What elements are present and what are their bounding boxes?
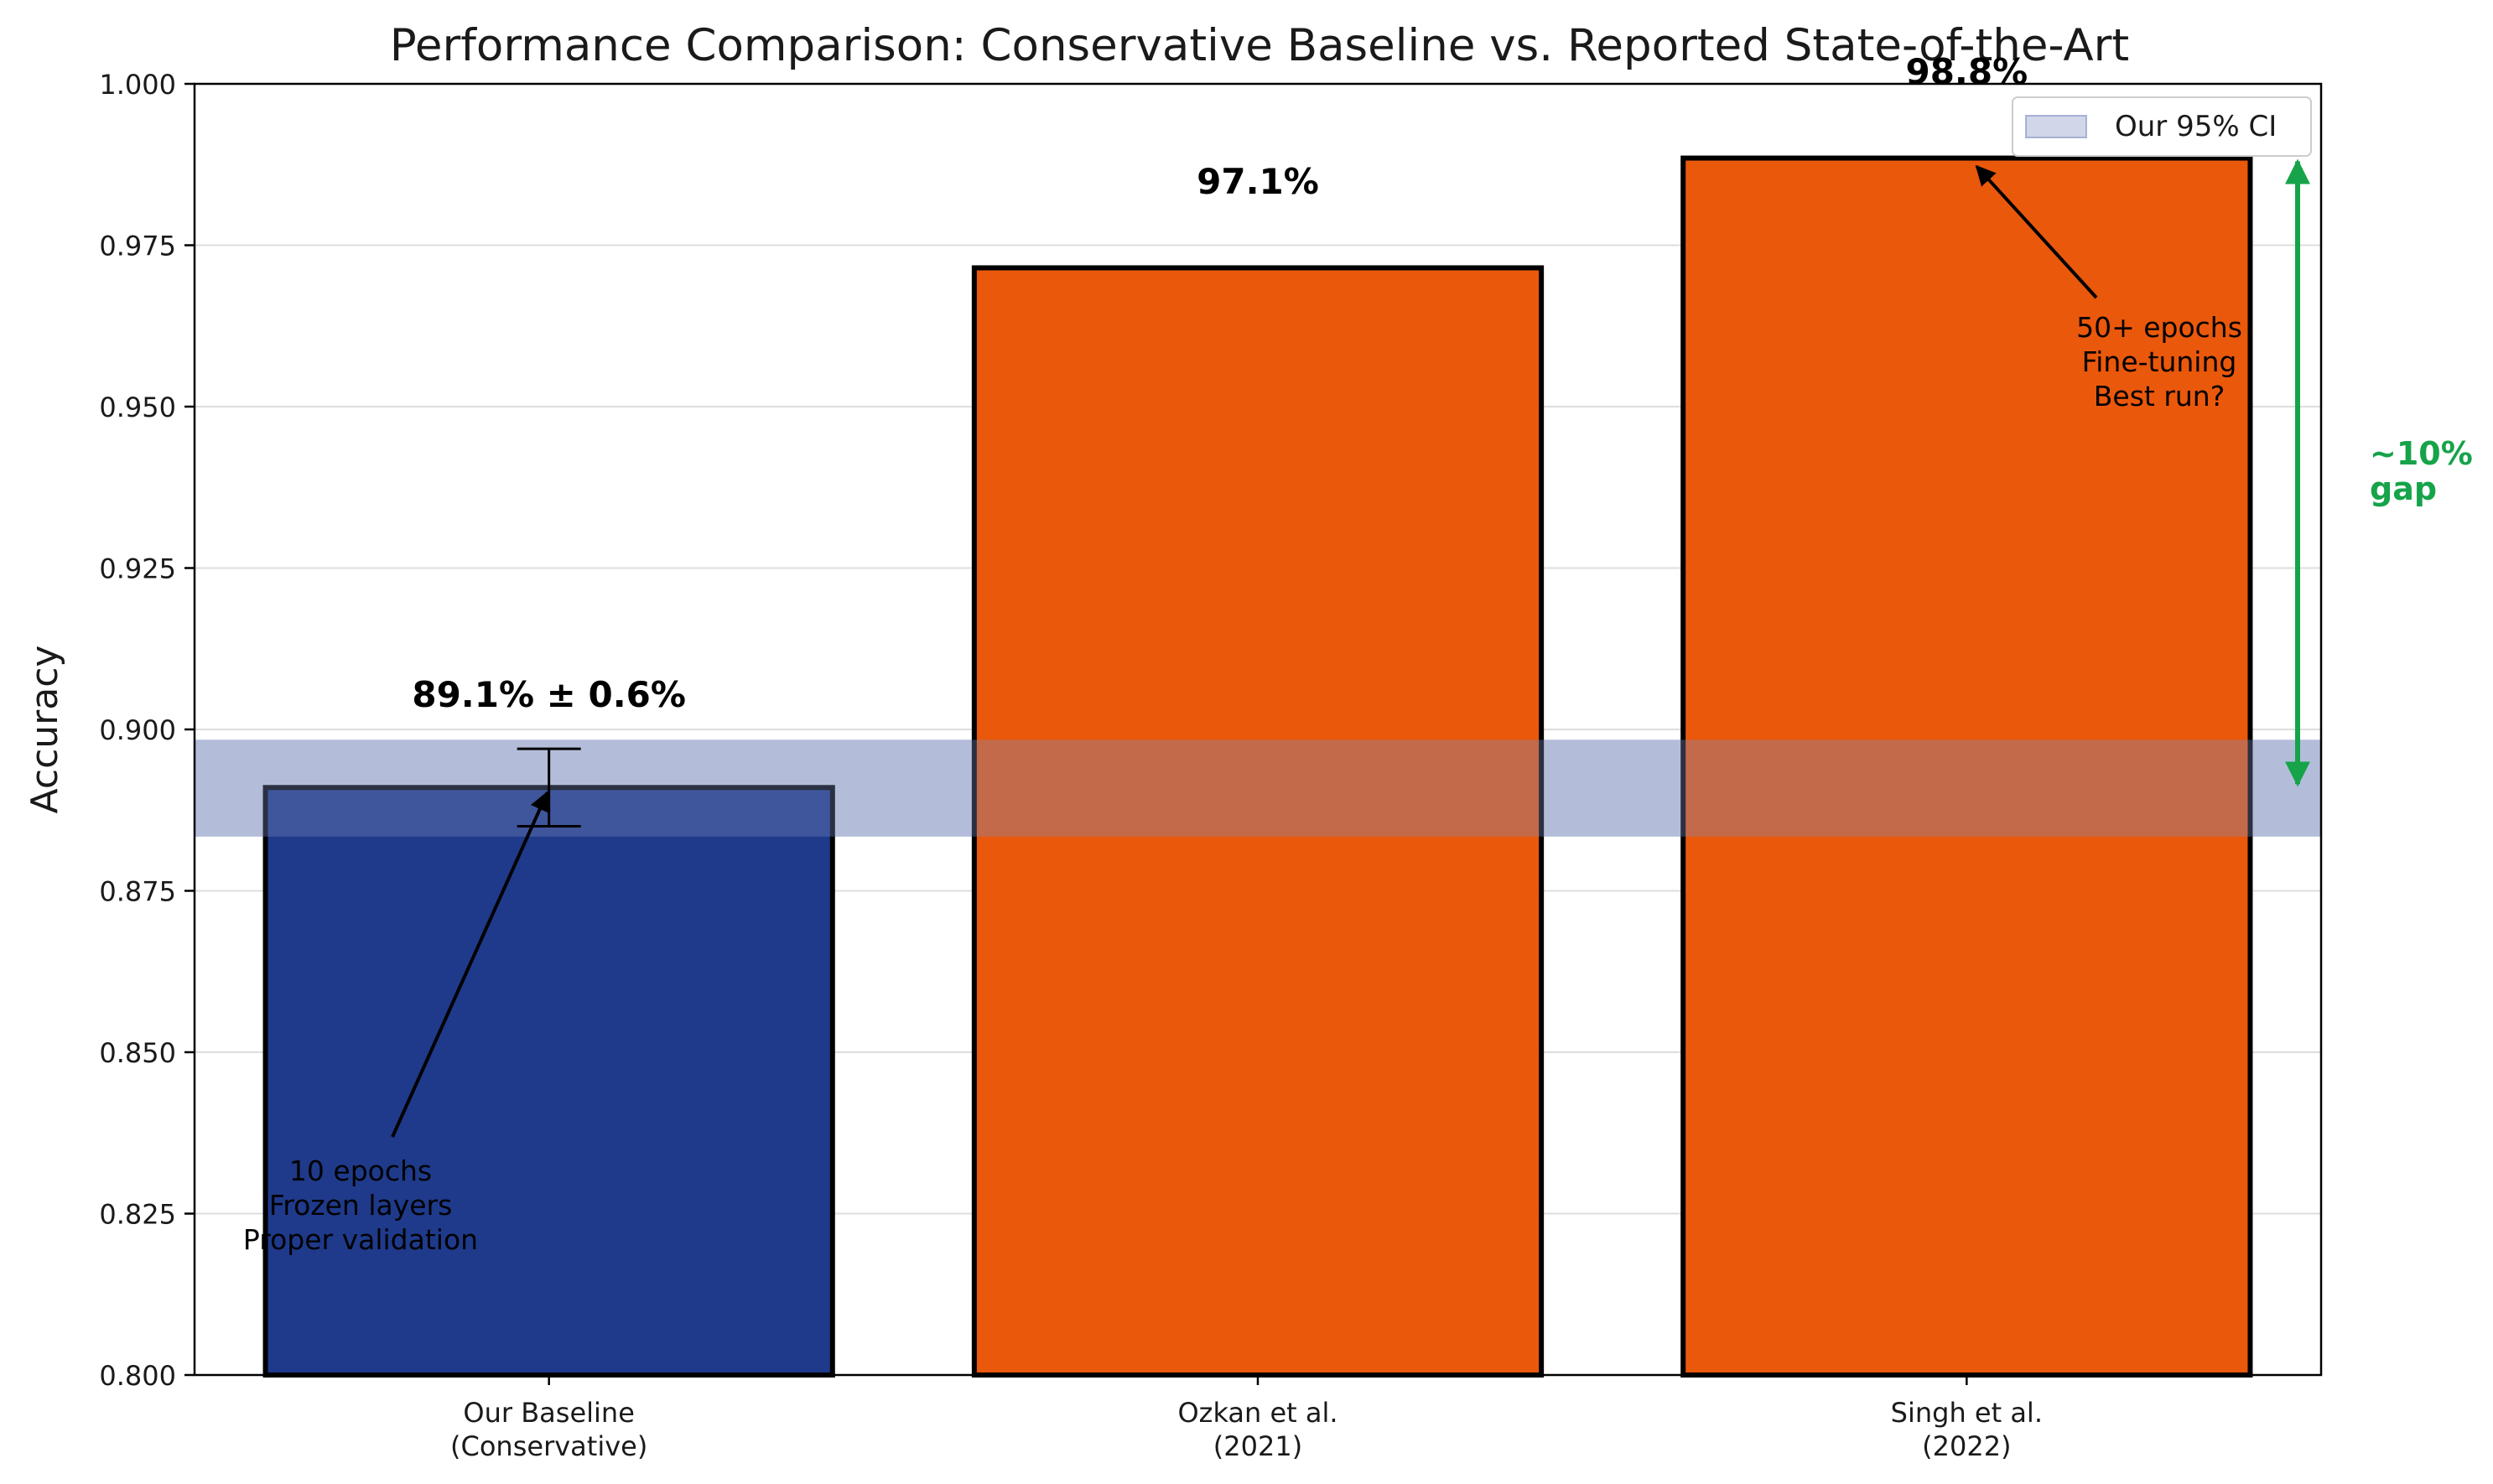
x-tick-label: Ozkan et al. — [1177, 1397, 1337, 1429]
x-tick-label: Our Baseline — [463, 1397, 634, 1429]
y-tick-label: 0.850 — [99, 1037, 176, 1069]
bars — [195, 155, 2321, 1378]
annotation-text: Proper validation — [243, 1223, 478, 1256]
annotation-text: 10 epochs — [289, 1155, 432, 1187]
y-tick-label: 0.900 — [99, 714, 176, 746]
annotation-text: Best run? — [2094, 380, 2225, 413]
value-label: 89.1% ± 0.6% — [412, 674, 686, 715]
legend-label-ci: Our 95% CI — [2115, 110, 2277, 143]
y-tick-label: 0.825 — [99, 1199, 176, 1231]
value-label: 98.8% — [1905, 51, 2028, 92]
gap-label: ~10% — [2370, 435, 2473, 472]
y-tick-label: 0.950 — [99, 392, 176, 423]
y-axis-label: Accuracy — [23, 646, 66, 814]
annotation-text: Frozen layers — [269, 1189, 453, 1222]
y-tick-label: 0.925 — [99, 553, 176, 585]
y-tick-label: 1.000 — [99, 69, 176, 101]
axis-ticks: 0.800 0.825 0.850 0.875 0.900 0.925 0.950 0.975… — [99, 69, 2043, 1462]
y-tick-label: 0.975 — [99, 231, 176, 262]
annotation-text: Fine-tuning — [2082, 345, 2237, 378]
value-labels: 89.1% ± 0.6% 97.1% 98.8% — [412, 51, 2028, 715]
y-tick-label: 0.875 — [99, 876, 176, 908]
gap-label: gap — [2370, 470, 2437, 507]
legend-swatch-ci — [2025, 115, 2087, 138]
x-tick-label: Singh et al. — [1891, 1397, 2043, 1429]
bar — [1680, 155, 2253, 1378]
annotation-arrow — [1975, 164, 2098, 299]
x-tick-label: (Conservative) — [450, 1430, 647, 1462]
annotation-text: 50+ epochs — [2076, 311, 2242, 344]
legend: Our 95% CI — [2012, 96, 2312, 157]
bar — [971, 265, 1545, 1378]
bar — [262, 785, 835, 1378]
value-label: 97.1% — [1197, 161, 1319, 202]
annotation-arrow — [391, 791, 549, 1138]
legend-box — [2012, 96, 2312, 157]
error-bar — [517, 747, 581, 828]
ci-band-overlay — [195, 739, 2321, 837]
y-tick-label: 0.800 — [99, 1360, 176, 1392]
chart-title: Performance Comparison: Conservative Bas… — [390, 20, 2129, 71]
x-tick-label: (2022) — [1922, 1430, 2011, 1462]
x-tick-label: (2021) — [1213, 1430, 1302, 1462]
